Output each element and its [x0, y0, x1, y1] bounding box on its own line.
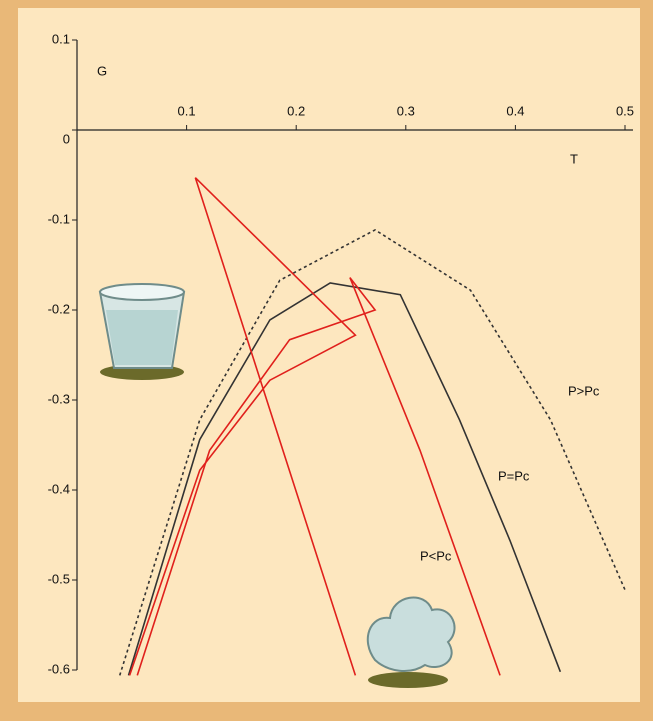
annotation: P<Pc [420, 548, 452, 563]
x-axis-label: T [570, 151, 578, 166]
x-tick-label: 0.5 [616, 103, 634, 118]
y-tick-label: 0.1 [52, 31, 70, 46]
y-tick-label: -0.3 [48, 391, 70, 406]
annotation: P=Pc [498, 468, 530, 483]
annotation: P>Pc [568, 383, 600, 398]
page: {"chart_data": {"type": "line", "x_label… [0, 0, 653, 716]
y-tick-label: -0.4 [48, 481, 70, 496]
y-tick-label: -0.2 [48, 301, 70, 316]
chart: G T P>Pc P=Pc P<Pc 0.1 0 -0.1 -0.2 -0.3 -0.4 -… [0, 0, 653, 716]
y-axis-label: G [97, 63, 107, 78]
x-tick-label: 0.3 [397, 103, 415, 118]
y-tick-label: -0.6 [48, 661, 70, 676]
y-tick-label: -0.1 [48, 211, 70, 226]
x-tick-label: 0.2 [287, 103, 305, 118]
y-tick-label: -0.5 [48, 571, 70, 586]
y-tick-label: 0 [63, 131, 70, 146]
glass-icon [100, 284, 184, 380]
x-tick-label: 0.4 [506, 103, 524, 118]
x-tick-label: 0.1 [178, 103, 196, 118]
